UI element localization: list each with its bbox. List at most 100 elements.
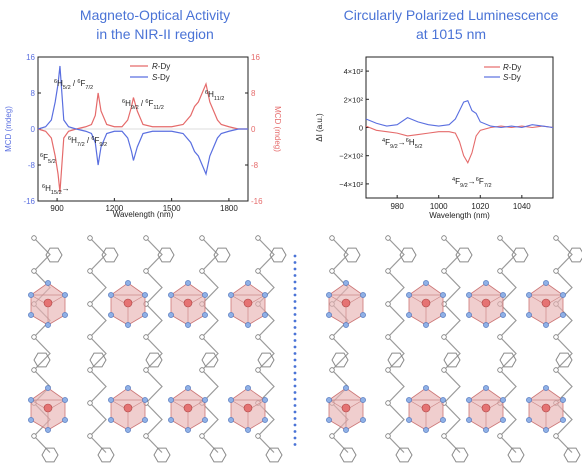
mcd-annotation: 6H15/2→ [42,184,70,196]
oxygen-atom [185,322,191,328]
mcd-annotation-part: 9/2 [131,105,139,111]
oxygen-atom [466,397,472,403]
divider-dot [293,365,297,368]
oxygen-atom [483,322,489,328]
oxygen-atom [560,417,566,423]
phenyl-ring [209,447,227,463]
oxygen-atom [262,292,268,298]
mcd-annotation-part: 6 [68,136,71,142]
mcd-ytick-label: 8 [31,89,36,98]
mcd-title: Magneto-Optical Activity in the NIR-II r… [30,6,280,44]
carbon-atom [255,235,261,241]
oxygen-atom [360,312,366,318]
carbon-atom [385,268,391,274]
phenyl-ring [567,247,582,263]
oxygen-atom [142,417,148,423]
dy-atom [481,298,491,308]
oxygen-atom [245,427,251,433]
oxygen-atom [543,427,549,433]
mcd-annotation-part: / [85,136,92,145]
oxygen-atom [543,280,549,286]
phenyl-ring [507,447,525,463]
carbon-atom [87,400,93,406]
oxygen-atom [500,417,506,423]
mcd-annotation-part: 9/2 [99,142,107,148]
oxygen-atom [262,312,268,318]
dy-atom [341,298,351,308]
cpl-annotation-part: → [468,177,476,186]
mcd-annotation-part: 7/2 [85,85,93,91]
oxygen-atom [343,280,349,286]
polyhedron-edge [169,294,207,306]
cpl-annotation-part: F [479,177,484,186]
carbon-atom [199,433,205,439]
oxygen-atom [360,417,366,423]
carbon-atom [87,433,93,439]
oxygen-atom [202,397,208,403]
oxygen-atom [45,385,51,391]
carbon-atom [329,334,335,340]
divider-dot [293,293,297,297]
oxygen-atom [326,417,332,423]
oxygen-atom [262,397,268,403]
carbon-atom [87,367,93,373]
mcd-annotation-part: H [208,90,214,99]
oxygen-atom [262,417,268,423]
carbon-atom [329,235,335,241]
mcd-xlabel: Wavelength (nm) [113,210,174,219]
dy-atom [183,403,193,413]
divider-dot [293,261,297,264]
carbon-atom [497,268,503,274]
oxygen-atom [245,280,251,286]
mcd-ytick-label: 0 [31,125,36,134]
cpl-annotation-part: 7/2 [484,183,492,189]
phenyl-ring [455,247,473,263]
divider-dot [293,352,297,355]
divider-dot [293,319,297,323]
oxygen-atom [168,417,174,423]
ligand-chain [89,237,107,453]
oxygen-atom [483,427,489,433]
mcd-annotation-part: F [43,153,48,162]
mcd-legend-label: S-Dy [152,73,170,82]
polyhedron-edge [467,294,505,306]
phenyl-ring [157,247,175,263]
cpl-chart: 980 1000 1020 1040 4×10² 2×10² 0 −2×10² −4×10² Wa… [315,56,554,220]
mcd-ylabel: MCD (mdeg) [4,106,13,152]
mcd-annotation-part: / [71,79,78,88]
mcd-annotation: 6H7/2 / 6F9/2 [68,136,107,148]
cpl-ytick-label: −4×10² [339,180,363,189]
mcd-annotation-part: 7/2 [77,142,85,148]
cpl-annotation-part: 4 [452,177,455,183]
carbon-atom [329,433,335,439]
mcd-annotation-part: 6 [122,99,125,105]
dy-atom [183,298,193,308]
dy-atom [481,403,491,413]
oxygen-atom [202,292,208,298]
mcd-annotation-part: 15/2 [51,190,62,196]
oxygen-atom [360,397,366,403]
oxygen-atom [62,397,68,403]
mcd-annotation-part: 6 [91,136,94,142]
carbon-atom [255,433,261,439]
polyhedron-edge [229,294,267,306]
oxygen-atom [245,322,251,328]
ligand-chain [555,237,573,453]
carbon-atom [31,334,37,340]
cpl-ytick-label: 2×10² [344,95,364,104]
cpl-title-line2: at 1015 nm [415,26,487,42]
oxygen-atom [245,385,251,391]
cpl-title-line1: Circularly Polarized Luminescence [343,7,559,23]
oxygen-atom [500,397,506,403]
mcd-legend-label-suffix: -Dy [157,73,169,82]
carbon-atom [497,235,503,241]
divider-dot [293,443,297,446]
oxygen-atom [543,385,549,391]
cpl-legend-label-prefix: R [503,63,509,72]
polyhedron-edge [407,399,445,411]
divider-dot [293,423,297,427]
oxygen-atom [202,417,208,423]
mcd-xtick-label: 1800 [220,204,238,213]
carbon-atom [385,400,391,406]
oxygen-atom [125,385,131,391]
